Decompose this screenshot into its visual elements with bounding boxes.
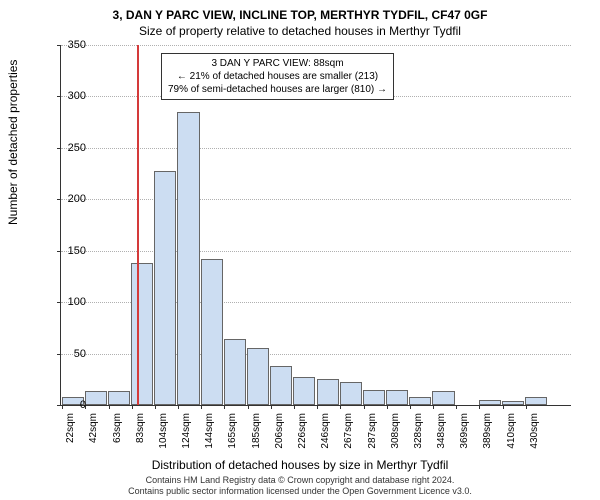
xtick-mark: [479, 405, 480, 409]
ytick-label: 200: [56, 193, 86, 205]
y-axis-label: Number of detached properties: [6, 60, 20, 225]
ytick-label: 300: [56, 90, 86, 102]
annotation-line: 79% of semi-detached houses are larger (…: [168, 83, 387, 96]
histogram-bar: [247, 348, 269, 405]
histogram-bar: [525, 397, 547, 405]
histogram-bar: [479, 400, 501, 405]
xtick-label: 410sqm: [506, 413, 517, 457]
ytick-label: 50: [56, 348, 86, 360]
footer-line1: Contains HM Land Registry data © Crown c…: [0, 475, 600, 486]
xtick-mark: [248, 405, 249, 409]
xtick-mark: [224, 405, 225, 409]
xtick-label: 185sqm: [251, 413, 262, 457]
histogram-bar: [131, 263, 153, 405]
histogram-bar: [317, 379, 339, 405]
chart-title-line2: Size of property relative to detached ho…: [0, 22, 600, 38]
xtick-mark: [132, 405, 133, 409]
xtick-label: 206sqm: [274, 413, 285, 457]
xtick-label: 63sqm: [112, 413, 123, 457]
ytick-label: 100: [56, 296, 86, 308]
xtick-label: 348sqm: [436, 413, 447, 457]
xtick-mark: [155, 405, 156, 409]
xtick-label: 328sqm: [413, 413, 424, 457]
footer: Contains HM Land Registry data © Crown c…: [0, 475, 600, 497]
ytick-label: 350: [56, 39, 86, 51]
reference-line: [137, 45, 139, 405]
xtick-label: 430sqm: [529, 413, 540, 457]
xtick-label: 104sqm: [158, 413, 169, 457]
xtick-label: 389sqm: [482, 413, 493, 457]
xtick-mark: [201, 405, 202, 409]
histogram-bar: [432, 391, 454, 405]
histogram-bar: [201, 259, 223, 405]
ytick-label: 150: [56, 245, 86, 257]
xtick-label: 124sqm: [181, 413, 192, 457]
chart-container: 3, DAN Y PARC VIEW, INCLINE TOP, MERTHYR…: [0, 0, 600, 500]
xtick-mark: [109, 405, 110, 409]
xtick-label: 369sqm: [459, 413, 470, 457]
plot-area: 3 DAN Y PARC VIEW: 88sqm← 21% of detache…: [60, 45, 571, 406]
annotation-line: 3 DAN Y PARC VIEW: 88sqm: [168, 57, 387, 70]
xtick-mark: [387, 405, 388, 409]
xtick-mark: [178, 405, 179, 409]
xtick-mark: [294, 405, 295, 409]
histogram-bar: [177, 112, 199, 405]
xtick-mark: [433, 405, 434, 409]
histogram-bar: [154, 171, 176, 406]
annotation-line: ← 21% of detached houses are smaller (21…: [168, 70, 387, 83]
x-axis-label: Distribution of detached houses by size …: [0, 458, 600, 472]
xtick-mark: [340, 405, 341, 409]
chart-title-line1: 3, DAN Y PARC VIEW, INCLINE TOP, MERTHYR…: [0, 0, 600, 22]
footer-line2: Contains public sector information licen…: [0, 486, 600, 497]
xtick-label: 83sqm: [135, 413, 146, 457]
xtick-label: 246sqm: [320, 413, 331, 457]
histogram-bar: [293, 377, 315, 405]
histogram-bar: [386, 390, 408, 405]
histogram-bar: [270, 366, 292, 405]
xtick-label: 42sqm: [88, 413, 99, 457]
xtick-mark: [317, 405, 318, 409]
xtick-label: 22sqm: [65, 413, 76, 457]
xtick-mark: [364, 405, 365, 409]
xtick-mark: [526, 405, 527, 409]
xtick-mark: [271, 405, 272, 409]
xtick-mark: [456, 405, 457, 409]
histogram-bar: [502, 401, 524, 405]
xtick-label: 226sqm: [297, 413, 308, 457]
histogram-bar: [224, 339, 246, 405]
annotation-box: 3 DAN Y PARC VIEW: 88sqm← 21% of detache…: [161, 53, 394, 100]
xtick-mark: [410, 405, 411, 409]
histogram-bar: [340, 382, 362, 405]
histogram-bar: [363, 390, 385, 405]
histogram-bar: [409, 397, 431, 405]
xtick-label: 308sqm: [390, 413, 401, 457]
ytick-label: 0: [56, 399, 86, 411]
ytick-label: 250: [56, 142, 86, 154]
xtick-mark: [503, 405, 504, 409]
histogram-bar: [108, 391, 130, 405]
xtick-label: 165sqm: [227, 413, 238, 457]
histogram-bar: [85, 391, 107, 405]
xtick-label: 287sqm: [367, 413, 378, 457]
xtick-label: 144sqm: [204, 413, 215, 457]
xtick-label: 267sqm: [343, 413, 354, 457]
